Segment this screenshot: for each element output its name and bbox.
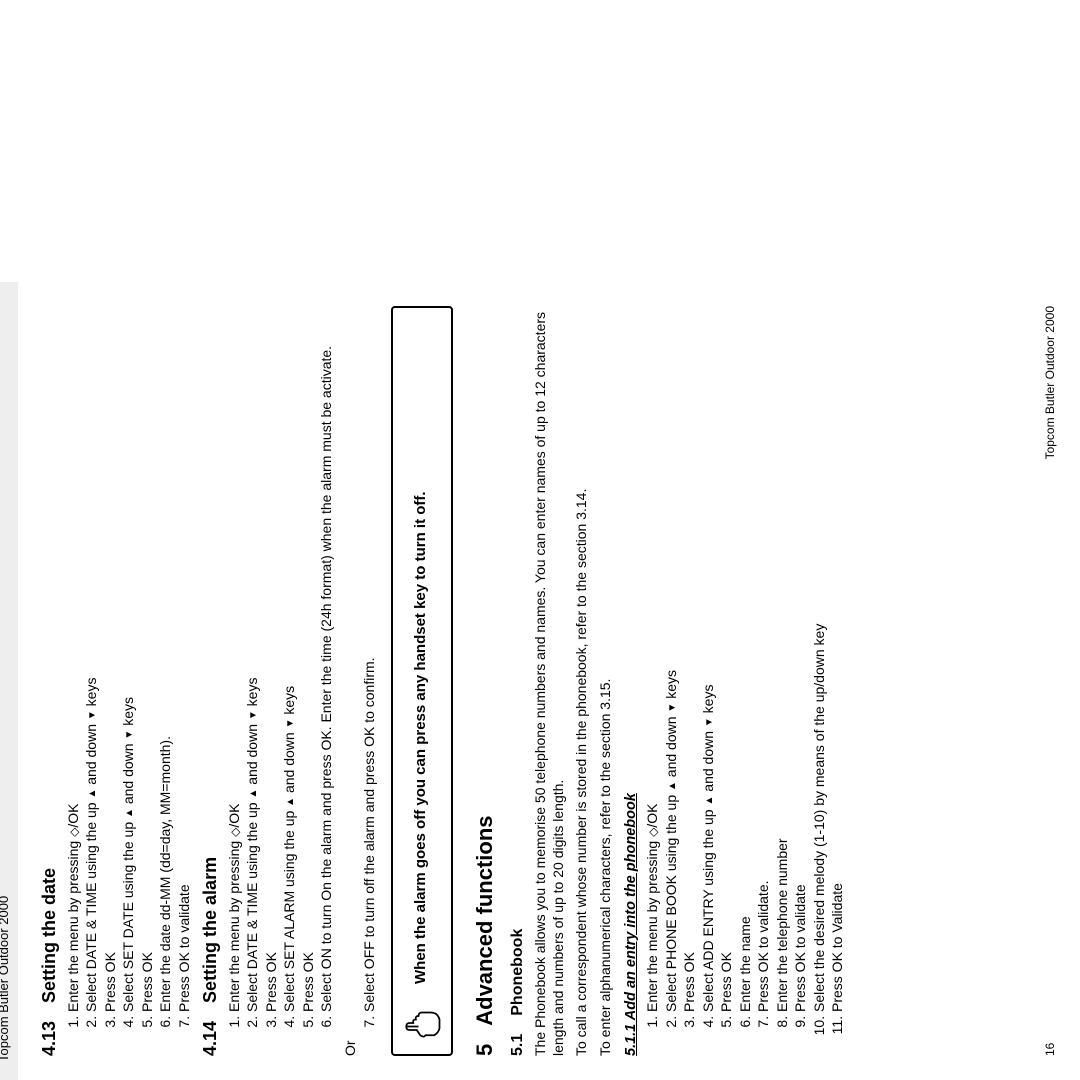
- list-item: Press OK to validate: [176, 306, 194, 1012]
- heading-num: 5.1: [508, 1034, 528, 1056]
- header-bar: Topcom Butler Outdoor 2000: [0, 282, 18, 1080]
- up-icon: [120, 808, 136, 818]
- heading-5-1: 5.1 Phonebook: [508, 306, 528, 1056]
- steps-4-14-a: Enter the menu by pressing /OK Select DA…: [226, 306, 336, 1056]
- list-item: Press OK: [139, 306, 157, 1012]
- paragraph: To enter alphanumerical characters, refe…: [597, 306, 615, 1056]
- steps-4-14-b: Select OFF to turn off the alarm and pre…: [361, 306, 379, 1056]
- heading-4-14: 4.14 Setting the alarm: [199, 306, 222, 1056]
- footer-title: Topcom Butler Outdoor 2000: [1043, 306, 1058, 459]
- list-item: Press OK: [263, 306, 281, 1012]
- up-icon: [244, 789, 260, 799]
- list-item: Press OK to validate: [792, 306, 810, 1012]
- down-icon: [244, 710, 260, 720]
- list-item: Press OK: [300, 306, 318, 1012]
- up-icon: [281, 797, 297, 807]
- up-icon: [83, 789, 99, 799]
- heading-title: Setting the date: [38, 868, 61, 1003]
- page-content: 4.13 Setting the date Enter the menu by …: [18, 282, 857, 1080]
- down-icon: [700, 717, 716, 727]
- list-item: Select DATE & TIME using the up and down…: [244, 306, 262, 1012]
- hand-pointing-icon: [401, 1002, 443, 1044]
- list-item: Press OK: [102, 306, 120, 1012]
- manual-page: Topcom Butler Outdoor 2000 4.13 Setting …: [0, 282, 1070, 1080]
- header-title: Topcom Butler Outdoor 2000: [0, 896, 11, 1062]
- note-box: When the alarm goes off you can press an…: [391, 306, 453, 1056]
- up-icon: [663, 781, 679, 791]
- list-item: Enter the date dd-MM (dd=day, MM=month).: [157, 306, 175, 1012]
- list-item: Enter the menu by pressing /OK: [65, 306, 83, 1012]
- nav-icon: [644, 828, 660, 837]
- down-icon: [83, 710, 99, 720]
- down-icon: [120, 730, 136, 740]
- heading-chapter-5: 5 Advanced functions: [471, 306, 499, 1056]
- list-item: Enter the menu by pressing /OK: [644, 306, 662, 1012]
- paragraph: The Phonebook allows you to memorise 50 …: [532, 306, 567, 1056]
- heading-title: Advanced functions: [471, 816, 499, 1026]
- note-text: When the alarm goes off you can press an…: [412, 491, 431, 984]
- steps-5-1-1: Enter the menu by pressing /OK Select PH…: [644, 306, 847, 1056]
- list-item: Select ADD ENTRY using the up and down k…: [700, 306, 718, 1012]
- list-item: Enter the name: [737, 306, 755, 1012]
- page-footer: 16 Topcom Butler Outdoor 2000: [1043, 306, 1058, 1056]
- up-icon: [700, 796, 716, 806]
- heading-title: Phonebook: [508, 929, 528, 1016]
- down-icon: [281, 719, 297, 729]
- list-item: Press OK to validate.: [755, 306, 773, 1012]
- list-item: Press OK: [718, 306, 736, 1012]
- list-item: Select PHONE BOOK using the up and down …: [663, 306, 681, 1012]
- heading-5-1-1: 5.1.1 Add an entry into the phonebook: [622, 306, 640, 1056]
- paragraph: To call a correspondent whose number is …: [573, 306, 591, 1056]
- down-icon: [663, 703, 679, 713]
- list-item: Press OK: [681, 306, 699, 1012]
- list-item: Enter the menu by pressing /OK: [226, 306, 244, 1012]
- list-item: Press OK to Validate: [829, 306, 847, 1012]
- list-item: Select SET DATE using the up and down ke…: [120, 306, 138, 1012]
- heading-num: 4.13: [38, 1021, 61, 1056]
- list-item: Select SET ALARM using the up and down k…: [281, 306, 299, 1012]
- heading-4-13: 4.13 Setting the date: [38, 306, 61, 1056]
- nav-icon: [226, 828, 242, 837]
- page-number: 16: [1043, 1043, 1058, 1056]
- nav-icon: [65, 828, 81, 837]
- steps-4-13: Enter the menu by pressing /OK Select DA…: [65, 306, 194, 1056]
- list-item: Select DATE & TIME using the up and down…: [83, 306, 101, 1012]
- heading-title: Setting the alarm: [199, 857, 222, 1003]
- heading-num: 5: [471, 1044, 499, 1056]
- list-item: Select the desired melody (1-10) by mean…: [811, 306, 829, 1012]
- or-label: Or: [342, 306, 360, 1056]
- heading-num: 4.14: [199, 1021, 222, 1056]
- list-item: Select OFF to turn off the alarm and pre…: [361, 306, 379, 1012]
- list-item: Enter the telephone number: [774, 306, 792, 1012]
- list-item: Select ON to turn On the alarm and press…: [318, 306, 336, 1012]
